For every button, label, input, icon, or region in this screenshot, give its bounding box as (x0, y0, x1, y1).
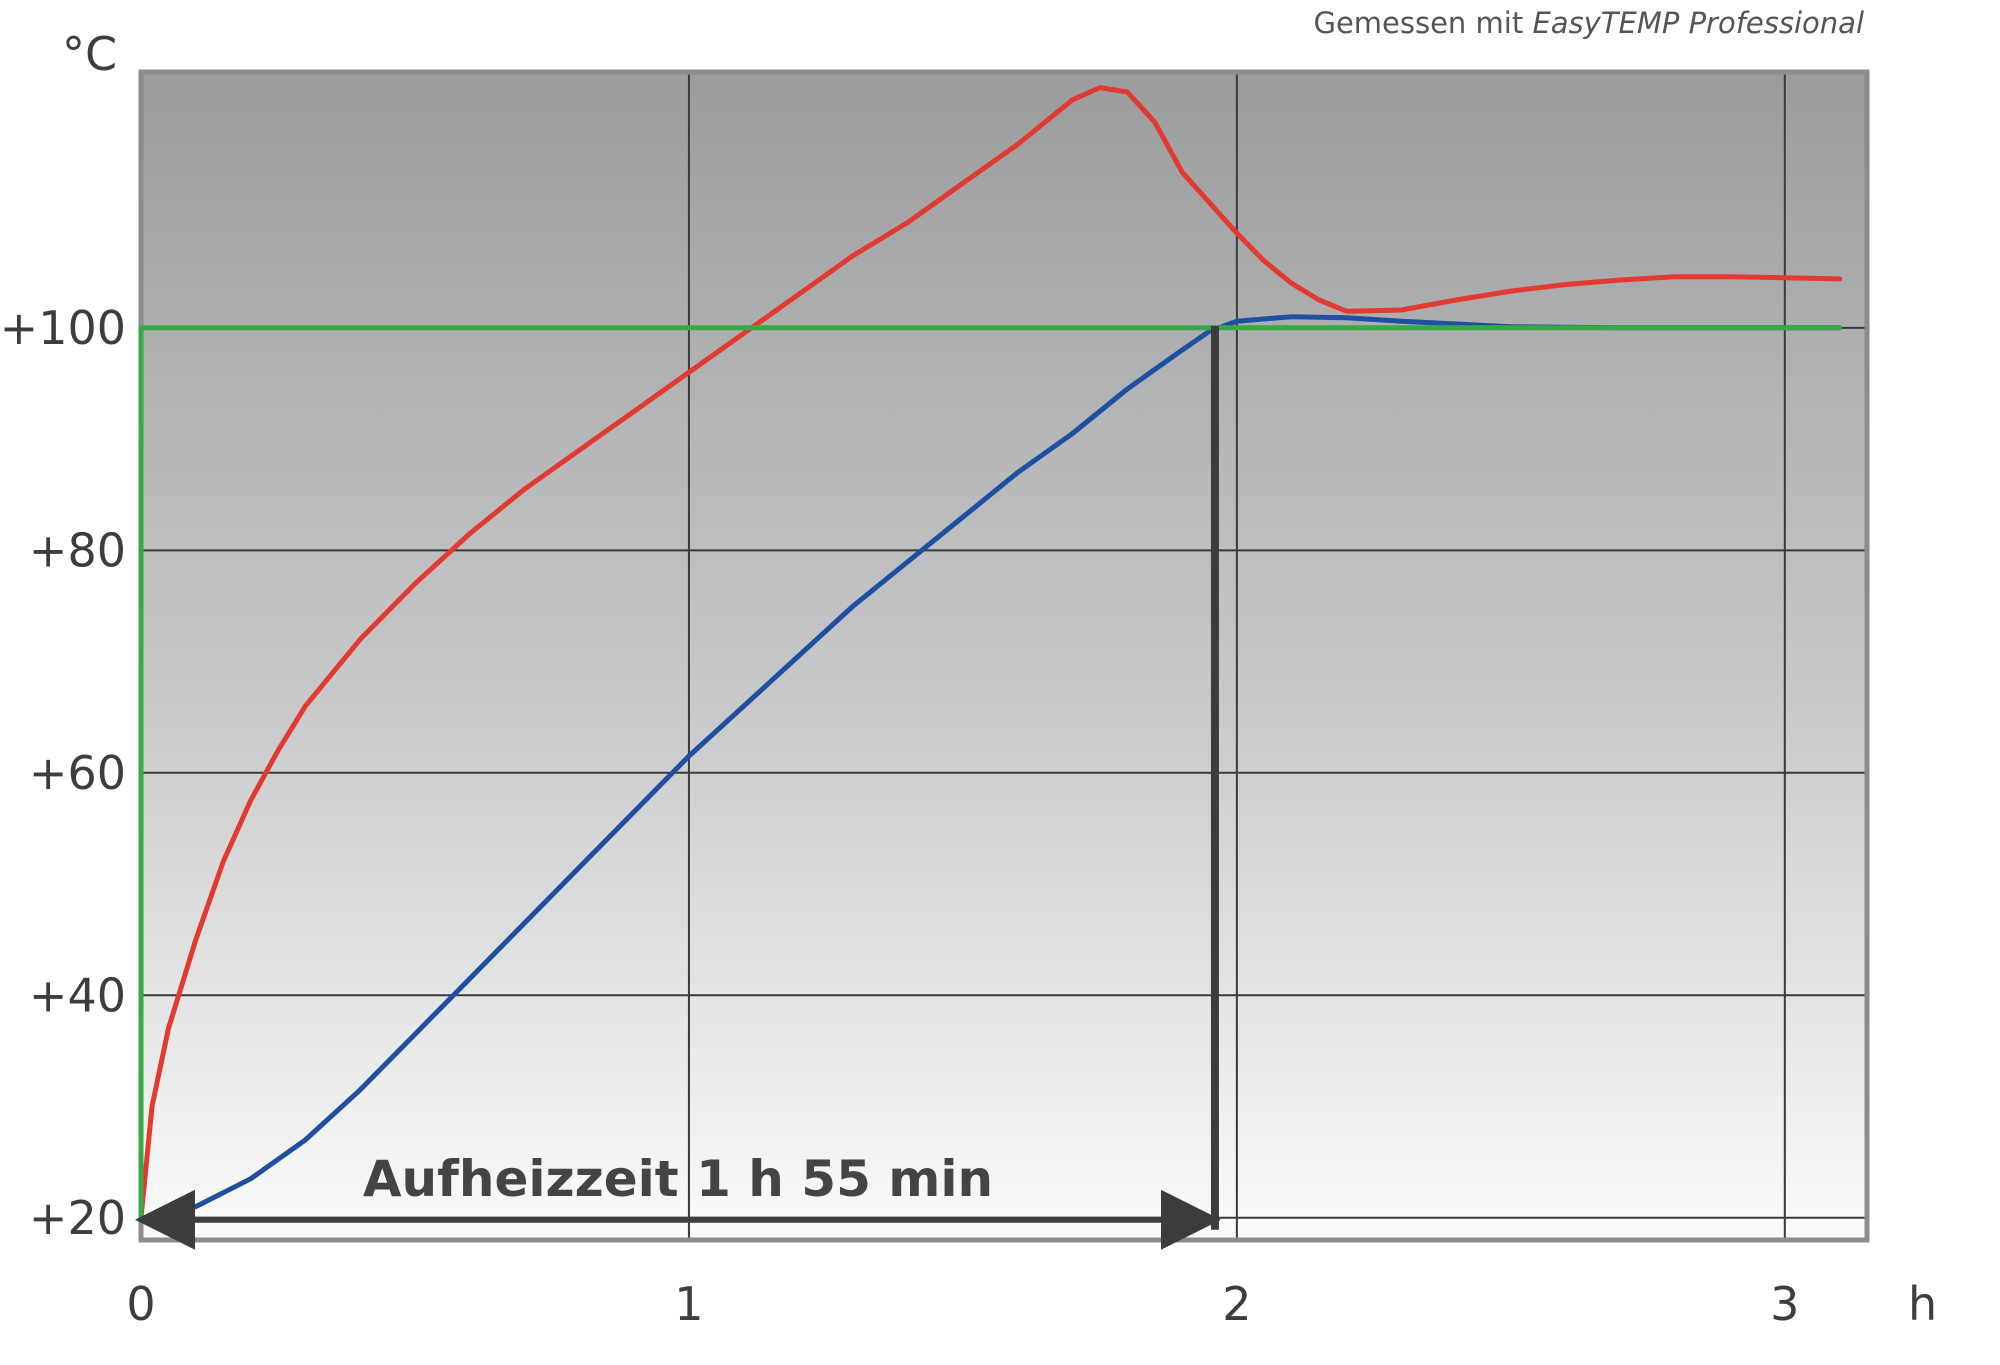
plot-background (141, 72, 1867, 1240)
y-tick-label-20: +20 (29, 1191, 126, 1245)
heating-time-label-1: Aufheizzeit 1 h 55 min (363, 1150, 993, 1208)
x-axis-unit-label: h (1908, 1277, 1937, 1331)
tick-labels: +20 +40 +60 +80 +100 0 1 2 3 (0, 301, 1799, 1331)
annotation-group: Aufheizzeit 1 h 55 min (135, 325, 1221, 1250)
y-tick-label-100: +100 (0, 301, 126, 355)
x-tick-label-0: 0 (126, 1277, 155, 1331)
credit-product: EasyTEMP Professional (1532, 6, 1864, 40)
y-tick-label-80: +80 (29, 523, 126, 577)
x-tick-label-2: 2 (1222, 1277, 1251, 1331)
credit-prefix: Gemessen mit (1313, 6, 1523, 40)
y-tick-label-60: +60 (29, 746, 126, 800)
series-line-3 (138, 325, 1843, 1221)
series-line-2 (138, 314, 1843, 1221)
x-tick-label-3: 3 (1770, 1277, 1799, 1331)
measurement-credit: Gemessen mit EasyTEMP Professional (1313, 6, 1864, 40)
y-axis-unit-label: °C (62, 27, 117, 81)
series-group (138, 85, 1843, 1221)
series-line-1 (138, 85, 1843, 1221)
x-tick-label-1: 1 (674, 1277, 703, 1331)
y-tick-label-40: +40 (29, 968, 126, 1022)
